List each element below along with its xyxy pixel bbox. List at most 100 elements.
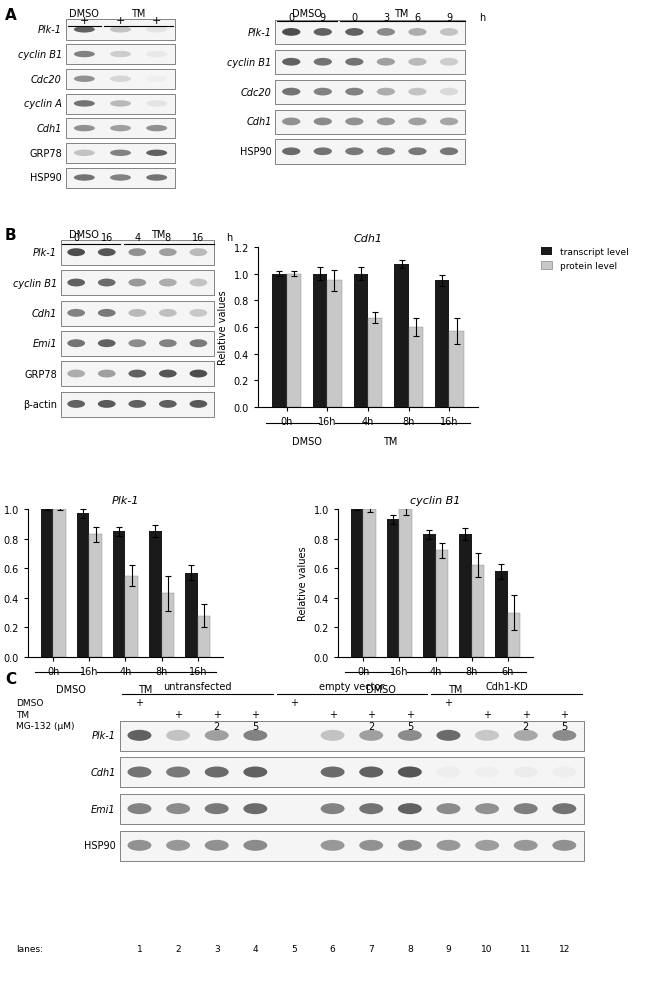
- Ellipse shape: [398, 840, 422, 851]
- Text: +: +: [252, 710, 259, 720]
- Text: +: +: [406, 710, 414, 720]
- Ellipse shape: [98, 370, 116, 378]
- Ellipse shape: [359, 766, 384, 777]
- Bar: [120, 831, 584, 861]
- Bar: [276, 81, 465, 105]
- Text: Cdc20: Cdc20: [31, 75, 62, 84]
- Ellipse shape: [377, 148, 395, 156]
- Bar: [399, 510, 412, 657]
- Text: TM: TM: [138, 684, 153, 694]
- Ellipse shape: [74, 126, 95, 132]
- Text: 1: 1: [136, 944, 142, 953]
- Text: +: +: [329, 710, 337, 720]
- Ellipse shape: [440, 29, 458, 37]
- Ellipse shape: [127, 766, 151, 777]
- Bar: [387, 520, 399, 657]
- Ellipse shape: [320, 766, 344, 777]
- Ellipse shape: [98, 340, 116, 348]
- Ellipse shape: [190, 248, 207, 256]
- Bar: [120, 794, 584, 824]
- Ellipse shape: [166, 803, 190, 814]
- Text: 8: 8: [407, 944, 413, 953]
- Ellipse shape: [437, 731, 460, 742]
- Text: 16: 16: [192, 233, 205, 243]
- Bar: [508, 613, 521, 657]
- Ellipse shape: [98, 279, 116, 287]
- Bar: [350, 510, 363, 657]
- Text: 5: 5: [291, 944, 297, 953]
- Text: DMSO: DMSO: [367, 684, 396, 694]
- Bar: [61, 362, 214, 387]
- Ellipse shape: [190, 370, 207, 378]
- Bar: [66, 70, 175, 90]
- Text: +: +: [174, 710, 182, 720]
- Ellipse shape: [314, 88, 332, 96]
- Ellipse shape: [320, 731, 344, 742]
- Ellipse shape: [345, 118, 363, 126]
- Text: 9: 9: [446, 944, 451, 953]
- Bar: [61, 271, 214, 296]
- Bar: [162, 593, 174, 657]
- Text: +: +: [135, 698, 144, 708]
- Text: Cdh1: Cdh1: [36, 124, 62, 134]
- Ellipse shape: [205, 731, 229, 742]
- Ellipse shape: [377, 118, 395, 126]
- Bar: [77, 514, 90, 657]
- Ellipse shape: [282, 59, 300, 67]
- Ellipse shape: [377, 88, 395, 96]
- Ellipse shape: [190, 309, 207, 317]
- Text: Cdh1: Cdh1: [32, 308, 57, 318]
- Ellipse shape: [437, 766, 460, 777]
- Ellipse shape: [398, 803, 422, 814]
- Ellipse shape: [110, 101, 131, 107]
- Text: untransfected: untransfected: [163, 681, 231, 691]
- Text: A: A: [5, 8, 17, 23]
- Text: +: +: [80, 16, 89, 26]
- Text: 0: 0: [351, 13, 358, 23]
- Ellipse shape: [359, 803, 384, 814]
- Bar: [66, 21, 175, 41]
- Ellipse shape: [146, 52, 167, 59]
- Ellipse shape: [408, 88, 426, 96]
- Bar: [66, 168, 175, 189]
- Text: Plk-1: Plk-1: [38, 25, 62, 36]
- Bar: [61, 332, 214, 357]
- Ellipse shape: [205, 766, 229, 777]
- Ellipse shape: [146, 27, 167, 34]
- Text: +: +: [290, 698, 298, 708]
- Ellipse shape: [166, 840, 190, 851]
- Text: Cdh1: Cdh1: [90, 767, 116, 777]
- Ellipse shape: [190, 279, 207, 287]
- Bar: [125, 576, 138, 657]
- Ellipse shape: [159, 401, 177, 409]
- Text: GRP78: GRP78: [25, 369, 57, 379]
- Ellipse shape: [98, 401, 116, 409]
- Ellipse shape: [146, 126, 167, 132]
- Text: +: +: [213, 710, 221, 720]
- Text: h: h: [226, 233, 233, 243]
- Ellipse shape: [129, 279, 146, 287]
- Bar: [149, 532, 162, 657]
- Text: 4: 4: [252, 944, 258, 953]
- Ellipse shape: [440, 118, 458, 126]
- Text: 9: 9: [446, 13, 452, 23]
- Ellipse shape: [398, 766, 422, 777]
- Text: +: +: [560, 710, 568, 720]
- Ellipse shape: [243, 766, 267, 777]
- Ellipse shape: [243, 803, 267, 814]
- Bar: [368, 318, 382, 408]
- Ellipse shape: [159, 248, 177, 256]
- Text: 2: 2: [523, 721, 529, 731]
- Text: HSP90: HSP90: [240, 147, 272, 157]
- Text: +: +: [445, 698, 452, 708]
- Ellipse shape: [440, 148, 458, 156]
- Bar: [61, 393, 214, 417]
- Text: h: h: [479, 13, 485, 23]
- Ellipse shape: [146, 101, 167, 107]
- Ellipse shape: [377, 29, 395, 37]
- Bar: [272, 274, 287, 408]
- Bar: [276, 21, 465, 46]
- Ellipse shape: [68, 309, 85, 317]
- Y-axis label: Relative values: Relative values: [218, 290, 228, 365]
- Text: cyclin A: cyclin A: [24, 99, 62, 109]
